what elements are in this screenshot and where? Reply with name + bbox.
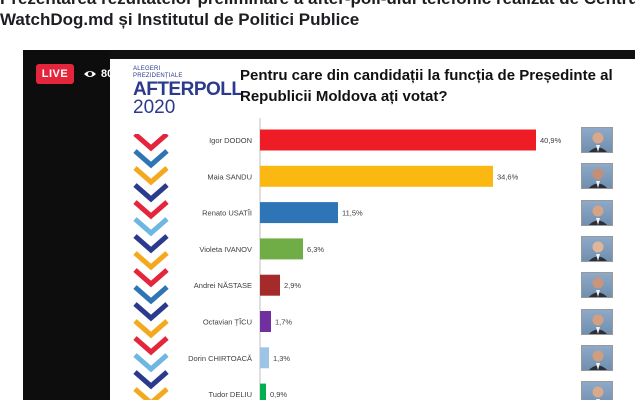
candidate-photo <box>581 381 613 400</box>
candidate-photo <box>581 163 613 190</box>
bar <box>260 129 536 151</box>
category-label: Igor DODON <box>209 136 252 145</box>
bar <box>260 347 269 369</box>
viewer-counter: 807 <box>83 64 119 84</box>
category-label: Octavian ȚÎCU <box>203 318 252 327</box>
viewer-count: 807 <box>101 68 120 80</box>
candidate-photo <box>581 344 613 371</box>
category-label: Tudor DELIU <box>209 390 253 399</box>
live-badge: LIVE <box>36 64 74 84</box>
candidate-photo <box>581 235 613 262</box>
category-label: Dorin CHIRTOACĂ <box>188 354 252 363</box>
data-label: 1,7% <box>275 318 292 327</box>
post-caption: Prezentarea rezultatelor preliminare a a… <box>0 0 635 50</box>
chevron-decoration <box>133 134 169 400</box>
data-label: 2,9% <box>284 281 301 290</box>
category-label: Renato USATÎI <box>202 209 252 218</box>
chart-title: Pentru care din candidații la funcția de… <box>240 67 613 105</box>
candidate-photo <box>581 127 613 153</box>
caption-line-1: Prezentarea rezultatelor preliminare a a… <box>0 0 635 9</box>
caption-line-2[interactable]: WatchDog.md și Institutul de Politici Pu… <box>0 10 360 29</box>
candidate-photo <box>581 199 613 226</box>
bar <box>260 274 280 296</box>
eye-icon <box>84 71 96 77</box>
data-label: 34,6% <box>497 172 519 181</box>
video-player[interactable]: LIVE 807 ALEGERI PREZIDENȚIALE AFTERPOLL… <box>23 50 635 400</box>
video-left-panel <box>23 50 110 400</box>
data-label: 0,9% <box>270 390 287 399</box>
data-label: 1,3% <box>273 354 290 363</box>
logo-year: 2020 <box>133 97 176 118</box>
category-label: Andrei NĂSTASE <box>194 281 252 290</box>
candidate-photo <box>581 272 613 299</box>
bar <box>260 238 303 260</box>
bar <box>260 311 271 332</box>
bar <box>260 383 266 400</box>
logo-line-1: ALEGERI <box>133 66 161 72</box>
category-label: Maia SANDU <box>207 172 252 181</box>
data-label: 40,9% <box>540 136 562 145</box>
data-label: 11,5% <box>342 209 363 218</box>
bar <box>260 202 338 224</box>
bar-chart: Igor DODON 40,9% Maia SANDU 34,6% Renato USA… <box>188 118 562 400</box>
logo-line-2: PREZIDENȚIALE <box>133 73 183 79</box>
bar <box>260 165 493 187</box>
video-top-strip <box>23 50 635 59</box>
data-label: 6,3% <box>307 245 324 254</box>
candidate-photo <box>581 308 613 335</box>
category-label: Violeta IVANOV <box>199 245 252 254</box>
